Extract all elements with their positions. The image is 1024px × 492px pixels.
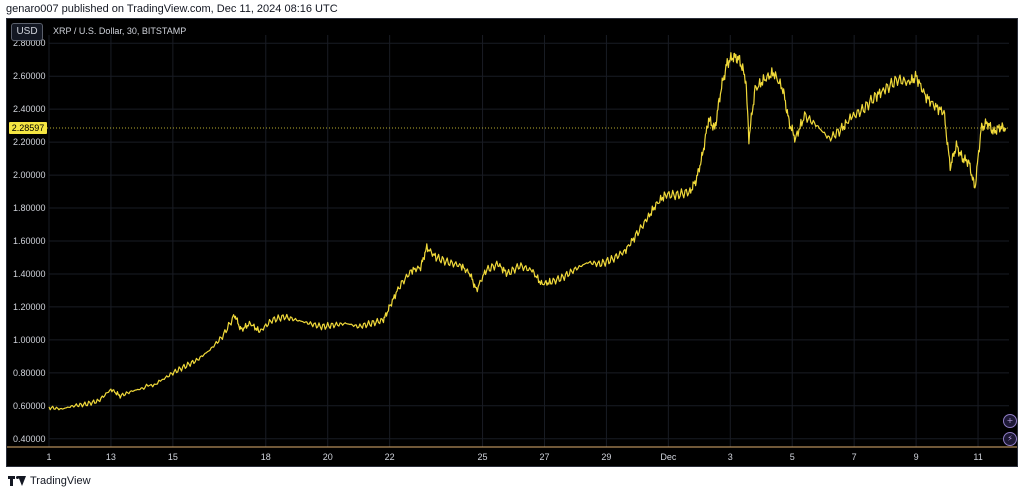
last-price-tag — [9, 121, 47, 134]
y-tick-label: 2.20000 — [13, 137, 46, 147]
y-tick-label: 1.00000 — [13, 335, 46, 345]
x-tick-label: 9 — [914, 452, 919, 462]
y-tick-label: 2.60000 — [13, 71, 46, 81]
y-tick-label: 2.80000 — [13, 38, 46, 48]
last-price-label: 2.28597 — [12, 123, 45, 133]
x-tick-label: Dec — [660, 452, 677, 462]
x-tick-label: 13 — [106, 452, 116, 462]
y-tick-label: 1.80000 — [13, 203, 46, 213]
y-tick-label: 0.40000 — [13, 434, 46, 444]
x-tick-label: 15 — [168, 452, 178, 462]
x-tick-label: 11 — [973, 452, 982, 462]
currency-button[interactable]: USD — [11, 23, 43, 41]
chart-panel[interactable]: 2.28597 0.40000 0.60000 0.80000 1.00000 1.20… — [6, 18, 1018, 467]
y-tick-label: 2.40000 — [13, 104, 46, 114]
price-series-line — [48, 52, 1007, 411]
footer: TradingView — [8, 474, 91, 488]
last-price-line-layer: 2.28597 — [9, 121, 1009, 134]
y-tick-label: 0.60000 — [13, 401, 46, 411]
x-tick-label: 20 — [323, 452, 333, 462]
y-tick-label: 1.60000 — [13, 236, 46, 246]
y-tick-label: 0.80000 — [13, 368, 46, 378]
series-layer — [48, 52, 1007, 411]
x-tick-label: 5 — [790, 452, 795, 462]
y-axis-layer: 0.40000 0.60000 0.80000 1.00000 1.20000 1.400… — [13, 38, 46, 444]
y-tick-label: 1.20000 — [13, 302, 46, 312]
lightning-icon[interactable]: ⚡ — [1003, 432, 1017, 446]
x-tick-label: 22 — [385, 452, 395, 462]
x-tick-label: 7 — [852, 452, 857, 462]
x-tick-label: 1 — [46, 452, 51, 462]
x-tick-label: 27 — [539, 452, 549, 462]
x-tick-label: 25 — [478, 452, 488, 462]
symbol-title: XRP / U.S. Dollar, 30, BITSTAMP — [53, 26, 187, 36]
x-tick-label: 3 — [728, 452, 733, 462]
x-axis-layer: 1 13 15 18 20 22 25 27 29 Dec 3 5 7 9 11 — [7, 446, 1017, 462]
published-by-line: genaro007 published on TradingView.com, … — [6, 3, 338, 15]
grid-layer — [48, 35, 1009, 447]
price-chart-svg[interactable]: 2.28597 0.40000 0.60000 0.80000 1.00000 1.20… — [7, 19, 1017, 466]
plus-circle-icon[interactable]: + — [1003, 414, 1017, 428]
x-tick-label: 29 — [601, 452, 611, 462]
tradingview-logo-icon — [8, 476, 26, 486]
footer-brand: TradingView — [30, 475, 91, 487]
y-tick-label: 2.00000 — [13, 170, 46, 180]
x-tick-label: 18 — [261, 452, 271, 462]
y-tick-label: 1.40000 — [13, 269, 46, 279]
